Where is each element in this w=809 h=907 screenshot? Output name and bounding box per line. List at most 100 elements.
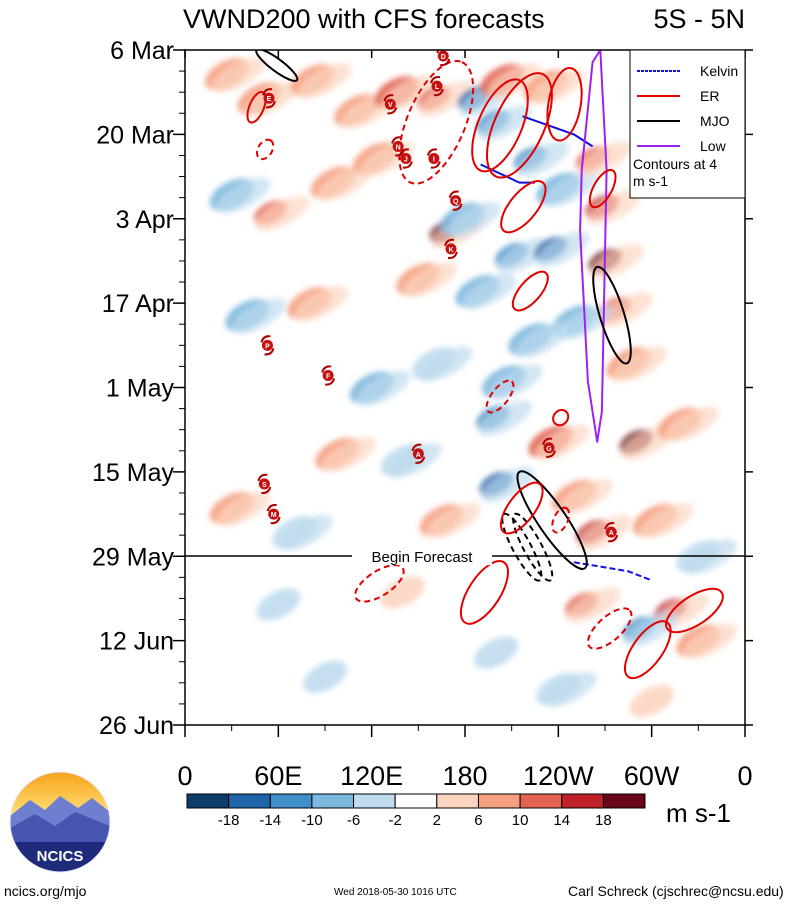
colorbar-swatch xyxy=(228,793,271,809)
ncics-logo-text: NCICS xyxy=(37,848,84,865)
anomaly-halo xyxy=(477,400,532,436)
x-tick-label: 60E xyxy=(254,761,302,791)
anomaly-halo xyxy=(566,587,621,623)
colorbar-swatch xyxy=(311,793,355,809)
storm-marker: A xyxy=(604,522,619,543)
contour-mjo xyxy=(592,265,632,365)
anomaly-halo xyxy=(446,201,501,237)
storm-icon xyxy=(542,437,556,458)
storm-dot xyxy=(605,526,617,538)
storm-marker: G xyxy=(542,437,556,458)
y-tick-label: 15 May xyxy=(92,459,174,487)
contour-er xyxy=(511,270,549,312)
contour-kelvin xyxy=(522,115,594,148)
anomaly-halo xyxy=(418,81,473,117)
colorbar-label: -18 xyxy=(218,812,240,829)
ncics-logo: NCICS xyxy=(9,771,111,873)
storm-dot xyxy=(322,369,334,381)
legend-box xyxy=(629,49,746,199)
anomaly-halo xyxy=(530,69,585,105)
anomaly-halo xyxy=(488,364,543,400)
storm-dot xyxy=(258,478,270,490)
anomaly-halo xyxy=(542,171,598,207)
anomaly-halo xyxy=(216,177,271,213)
storm-icon xyxy=(426,148,441,169)
colorbar: -18 -14 -10 -6 -2 2 6 10 14 18 xyxy=(186,793,646,829)
anomaly-halo xyxy=(387,442,442,479)
anomaly-halo xyxy=(294,286,349,322)
forecast-label: Begin Forecast xyxy=(372,549,474,566)
storm-label: D xyxy=(441,54,446,61)
colorbar-label: 2 xyxy=(433,812,441,829)
storm-dot xyxy=(437,50,449,62)
storm-dot xyxy=(392,140,404,152)
storm-marker: S xyxy=(257,473,272,495)
contour-er xyxy=(354,564,405,603)
storm-icon xyxy=(260,335,275,356)
storm-dot xyxy=(450,195,462,207)
anomaly-halo xyxy=(639,503,694,539)
storm-layer: E V NJ I L D Q K P F A S M G A xyxy=(257,50,619,543)
storm-dot xyxy=(400,152,412,164)
storm-icon xyxy=(257,473,272,495)
anomaly-halo xyxy=(577,515,632,551)
storm-dot xyxy=(431,80,443,92)
storm-label: F xyxy=(326,373,331,380)
footer-website[interactable]: ncics.org/mjo xyxy=(4,883,87,899)
contour-er xyxy=(246,90,267,124)
anomaly-halo xyxy=(542,671,598,708)
storm-label: M xyxy=(271,512,277,519)
x-tick-label: 180 xyxy=(442,761,487,791)
contour-er xyxy=(665,587,724,634)
contour-kelvin xyxy=(573,561,653,582)
y-tick-label: 12 Jun xyxy=(99,628,174,656)
anomaly-halo xyxy=(598,292,654,328)
anomaly-halo xyxy=(577,141,632,177)
storm-icon xyxy=(444,238,458,260)
ncics-logo-ring xyxy=(9,771,111,873)
contour-er xyxy=(623,620,672,680)
colorbar-label: 6 xyxy=(474,812,482,829)
storm-marker: P xyxy=(260,335,275,356)
contour-er xyxy=(485,379,515,414)
storm-dot xyxy=(263,92,275,104)
y-tick-label: 3 Apr xyxy=(116,206,174,234)
storm-icon xyxy=(604,522,619,543)
y-tick-label: 1 May xyxy=(106,375,175,403)
anomaly-cell xyxy=(380,576,425,609)
storm-label: A xyxy=(609,530,614,537)
colorbar-label: -6 xyxy=(347,812,360,829)
storm-marker: V xyxy=(383,94,398,115)
colorbar-swatch xyxy=(436,793,479,809)
anomaly-halo xyxy=(486,63,542,99)
x-tick-label: 0 xyxy=(737,761,752,791)
colorbar-swatch xyxy=(353,793,396,809)
legend: Kelvin ER MJO Low Contours at 4 m s-1 xyxy=(629,49,746,199)
colorbar-swatch xyxy=(561,793,604,809)
anomaly-halo xyxy=(356,370,411,406)
storm-icon xyxy=(262,88,276,109)
storm-icon xyxy=(266,503,281,525)
anomaly-halo xyxy=(612,346,668,382)
storm-icon xyxy=(383,94,398,115)
storm-marker: Q xyxy=(448,190,463,211)
contour-mjo xyxy=(516,470,588,570)
storm-icon xyxy=(398,148,413,169)
colorbar-label: -10 xyxy=(301,812,323,829)
colorbar-label: -2 xyxy=(389,812,402,829)
anomaly-halo xyxy=(514,322,570,358)
contour-low xyxy=(579,50,608,443)
storm-label: E xyxy=(267,96,272,103)
storm-marker: M xyxy=(266,503,281,525)
storm-label: V xyxy=(388,102,393,109)
legend-note-wrap: Contours at 4 m s-1 xyxy=(633,156,717,189)
storm-label: K xyxy=(448,247,453,254)
anomaly-halo xyxy=(514,141,570,177)
storm-label: P xyxy=(265,343,270,350)
storm-label: L xyxy=(435,84,440,91)
anomaly-halo xyxy=(480,466,535,503)
contour-er xyxy=(471,78,529,173)
storm-marker: I xyxy=(426,148,441,169)
legend-label-kelvin: Kelvin xyxy=(700,63,738,79)
